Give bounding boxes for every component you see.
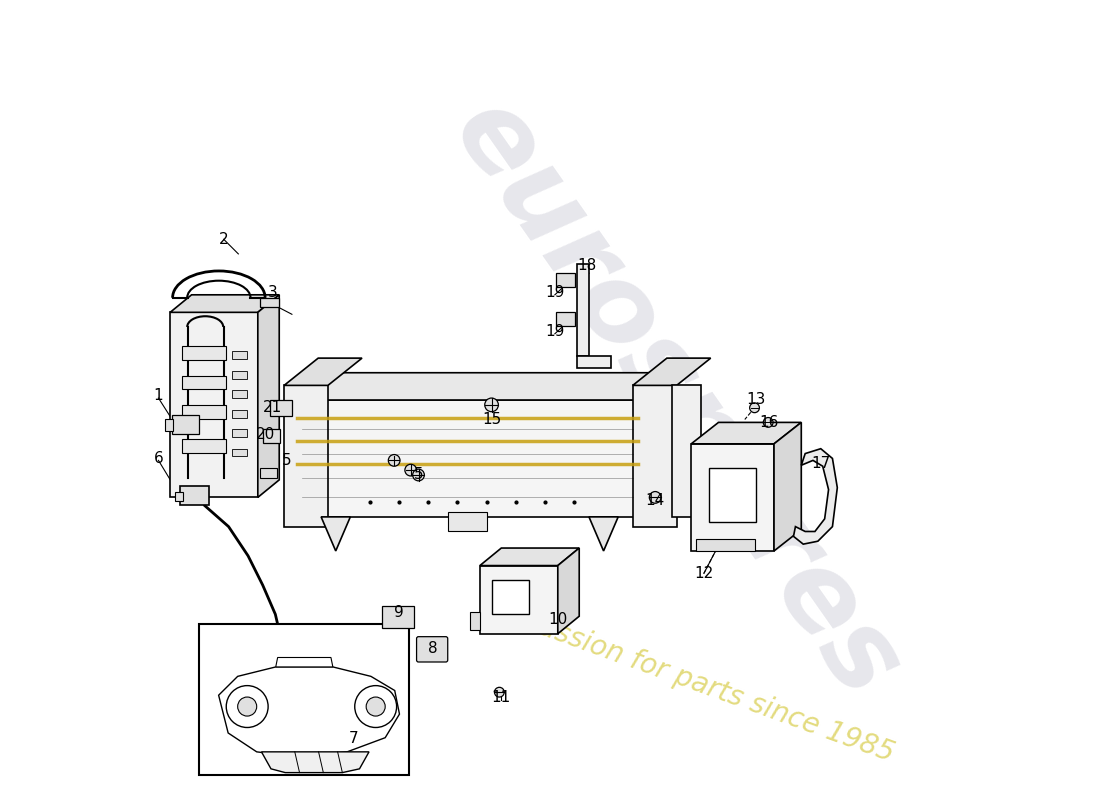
Circle shape bbox=[649, 491, 661, 503]
Circle shape bbox=[238, 697, 256, 716]
Polygon shape bbox=[793, 449, 837, 544]
Text: a passion for parts since 1985: a passion for parts since 1985 bbox=[494, 598, 898, 767]
Bar bbox=[232, 370, 248, 378]
Polygon shape bbox=[691, 422, 801, 444]
Bar bbox=[260, 468, 277, 478]
Bar bbox=[232, 351, 248, 359]
Polygon shape bbox=[321, 517, 350, 551]
Bar bbox=[349, 710, 377, 722]
Text: 7: 7 bbox=[349, 731, 359, 746]
Circle shape bbox=[485, 398, 498, 412]
Text: 14: 14 bbox=[646, 493, 664, 508]
Text: 8: 8 bbox=[428, 641, 438, 656]
Bar bbox=[292, 400, 642, 517]
Polygon shape bbox=[588, 517, 618, 551]
Polygon shape bbox=[558, 548, 580, 634]
Text: 12: 12 bbox=[694, 566, 714, 581]
Bar bbox=[556, 274, 575, 287]
Bar bbox=[232, 410, 248, 418]
Text: 16: 16 bbox=[759, 415, 779, 430]
Bar bbox=[182, 405, 225, 418]
Bar bbox=[182, 376, 225, 390]
Bar bbox=[182, 346, 225, 360]
Text: 6: 6 bbox=[154, 451, 163, 466]
Circle shape bbox=[388, 454, 400, 466]
Polygon shape bbox=[480, 548, 580, 566]
Text: 13: 13 bbox=[747, 393, 767, 407]
Bar bbox=[232, 449, 248, 457]
Bar bbox=[182, 439, 225, 453]
Bar bbox=[696, 539, 755, 551]
Circle shape bbox=[227, 686, 268, 727]
Polygon shape bbox=[292, 373, 676, 400]
Circle shape bbox=[495, 687, 504, 697]
Circle shape bbox=[412, 469, 425, 481]
Polygon shape bbox=[632, 358, 711, 386]
Bar bbox=[260, 298, 279, 307]
Polygon shape bbox=[774, 422, 801, 551]
Bar bbox=[232, 430, 248, 437]
Bar bbox=[480, 566, 558, 634]
Bar bbox=[165, 419, 173, 431]
Bar bbox=[708, 468, 756, 522]
Bar bbox=[175, 491, 183, 502]
Bar bbox=[263, 430, 280, 443]
Text: 21: 21 bbox=[263, 400, 282, 415]
Text: 19: 19 bbox=[546, 324, 564, 339]
Polygon shape bbox=[276, 658, 333, 667]
Text: 5: 5 bbox=[414, 467, 424, 482]
Bar bbox=[632, 386, 676, 526]
Polygon shape bbox=[284, 358, 362, 386]
Bar bbox=[199, 624, 409, 775]
Bar bbox=[232, 390, 248, 398]
Polygon shape bbox=[578, 264, 588, 356]
Text: 19: 19 bbox=[546, 286, 564, 300]
Bar bbox=[448, 512, 486, 531]
Bar bbox=[556, 312, 575, 326]
Bar bbox=[271, 400, 292, 415]
Text: 20: 20 bbox=[256, 426, 275, 442]
Text: 5: 5 bbox=[283, 453, 292, 468]
Bar bbox=[172, 414, 199, 434]
Text: 17: 17 bbox=[811, 456, 830, 471]
Polygon shape bbox=[262, 752, 369, 773]
Circle shape bbox=[354, 686, 397, 727]
Text: 2: 2 bbox=[219, 232, 229, 246]
Bar bbox=[180, 486, 209, 505]
Circle shape bbox=[405, 464, 417, 476]
Text: 9: 9 bbox=[394, 605, 404, 620]
FancyBboxPatch shape bbox=[417, 637, 448, 662]
Bar bbox=[170, 312, 257, 498]
Circle shape bbox=[763, 418, 773, 427]
Text: 18: 18 bbox=[578, 258, 596, 273]
Circle shape bbox=[366, 697, 385, 716]
Bar bbox=[578, 356, 612, 368]
Text: 15: 15 bbox=[482, 412, 502, 427]
Text: 11: 11 bbox=[492, 690, 510, 705]
Bar bbox=[691, 444, 774, 551]
Bar bbox=[284, 386, 328, 526]
Text: 3: 3 bbox=[267, 286, 277, 300]
Text: 10: 10 bbox=[548, 612, 568, 626]
Polygon shape bbox=[170, 295, 279, 312]
Text: 1: 1 bbox=[154, 388, 163, 402]
Bar bbox=[470, 612, 480, 630]
Polygon shape bbox=[219, 667, 399, 757]
Bar bbox=[672, 386, 701, 517]
Polygon shape bbox=[257, 295, 279, 498]
Polygon shape bbox=[642, 373, 676, 517]
Text: eurospares: eurospares bbox=[431, 82, 922, 718]
Bar bbox=[492, 580, 529, 614]
Bar bbox=[383, 606, 414, 628]
Circle shape bbox=[750, 403, 759, 413]
